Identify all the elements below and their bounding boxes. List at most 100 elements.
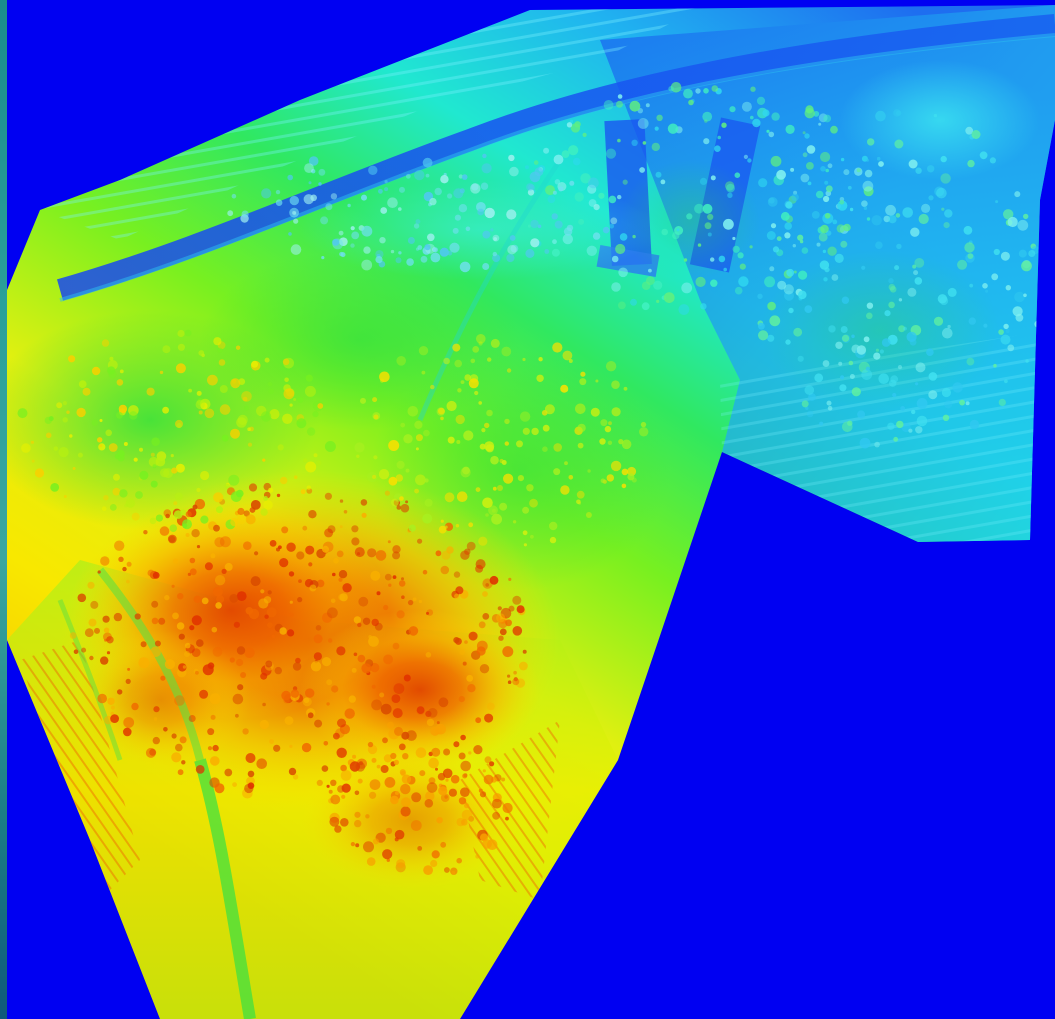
canopy-speckle: [424, 244, 431, 251]
canopy-speckle: [187, 351, 191, 355]
canopy-speckle: [478, 788, 483, 793]
canopy-speckle: [879, 349, 885, 354]
canopy-speckle: [263, 500, 273, 510]
canopy-speckle: [415, 219, 421, 225]
canopy-speckle: [290, 689, 300, 698]
canopy-speckle: [388, 440, 400, 451]
canopy-speckle: [841, 296, 850, 304]
canopy-speckle: [135, 491, 143, 499]
canopy-speckle: [271, 634, 275, 639]
canopy-speckle: [284, 716, 294, 725]
canopy-speckle: [392, 575, 397, 579]
canopy-speckle: [884, 310, 891, 317]
canopy-speckle: [895, 213, 901, 218]
canopy-speckle: [734, 286, 743, 295]
canopy-speckle: [392, 708, 403, 719]
canopy-speckle: [656, 299, 660, 303]
canopy-speckle: [818, 232, 828, 242]
canopy-speckle: [321, 256, 325, 260]
canopy-speckle: [710, 279, 718, 287]
canopy-speckle: [76, 407, 86, 418]
canopy-speckle: [318, 182, 322, 186]
canopy-speckle: [1012, 306, 1023, 317]
canopy-speckle: [317, 403, 324, 409]
canopy-speckle: [224, 768, 233, 777]
canopy-speckle: [207, 728, 215, 736]
canopy-speckle: [423, 429, 430, 437]
canopy-speckle: [851, 334, 855, 339]
canopy-speckle: [530, 238, 540, 248]
canopy-speckle: [484, 713, 494, 723]
canopy-speckle: [459, 261, 471, 273]
canopy-speckle: [933, 113, 938, 118]
canopy-speckle: [403, 434, 413, 444]
canopy-speckle: [185, 533, 190, 537]
canopy-speckle: [645, 103, 650, 108]
canopy-speckle: [200, 402, 208, 410]
canopy-speckle: [866, 312, 873, 320]
canopy-speckle: [888, 278, 894, 284]
canopy-speckle: [278, 545, 282, 550]
canopy-speckle: [168, 535, 176, 543]
canopy-speckle: [349, 761, 361, 772]
canopy-speckle: [619, 233, 628, 241]
canopy-speckle: [874, 441, 880, 448]
canopy-speckle: [959, 399, 965, 406]
canopy-speckle: [475, 487, 481, 492]
canopy-speckle: [198, 410, 203, 415]
canopy-speckle: [219, 404, 231, 415]
canopy-speckle: [896, 243, 902, 250]
canopy-speckle: [776, 169, 786, 180]
canopy-speckle: [678, 304, 690, 315]
canopy-speckle: [443, 748, 451, 756]
canopy-speckle: [797, 355, 804, 362]
canopy-speckle: [248, 608, 260, 620]
canopy-speckle: [512, 595, 522, 605]
canopy-speckle: [372, 397, 378, 403]
canopy-speckle: [940, 173, 951, 184]
canopy-speckle: [58, 447, 69, 458]
canopy-speckle: [747, 158, 752, 163]
canopy-speckle: [467, 684, 476, 693]
canopy-speckle: [449, 242, 460, 253]
canopy-speckle: [214, 575, 226, 586]
canopy-speckle: [131, 702, 139, 711]
canopy-speckle: [426, 718, 435, 727]
canopy-speckle: [611, 407, 621, 417]
canopy-speckle: [394, 837, 399, 842]
canopy-speckle: [468, 378, 479, 389]
canopy-speckle: [944, 400, 953, 409]
canopy-speckle: [434, 187, 442, 196]
canopy-speckle: [842, 421, 853, 433]
canopy-speckle: [525, 249, 535, 258]
canopy-speckle: [871, 215, 882, 226]
canopy-speckle: [767, 334, 775, 342]
canopy-speckle: [816, 242, 821, 247]
canopy-speckle: [282, 413, 293, 424]
canopy-speckle: [391, 694, 401, 703]
canopy-speckle: [683, 88, 693, 99]
canopy-speckle: [843, 223, 851, 232]
canopy-speckle: [357, 622, 362, 628]
canopy-speckle: [431, 850, 440, 859]
canopy-speckle: [464, 640, 468, 644]
canopy-speckle: [824, 213, 831, 219]
canopy-speckle: [632, 234, 636, 239]
canopy-speckle: [402, 753, 409, 760]
canopy-speckle: [375, 256, 383, 264]
canopy-speckle: [371, 684, 376, 689]
canopy-speckle: [383, 754, 392, 763]
canopy-speckle: [213, 524, 220, 532]
canopy-speckle: [598, 192, 605, 199]
canopy-speckle: [366, 471, 378, 483]
canopy-speckle: [873, 352, 881, 360]
canopy-speckle: [290, 244, 302, 255]
canopy-speckle: [509, 235, 516, 241]
canopy-speckle: [648, 268, 652, 273]
canopy-speckle: [360, 397, 366, 404]
canopy-speckle: [390, 249, 395, 254]
canopy-speckle: [639, 167, 645, 173]
canopy-speckle: [864, 169, 873, 178]
